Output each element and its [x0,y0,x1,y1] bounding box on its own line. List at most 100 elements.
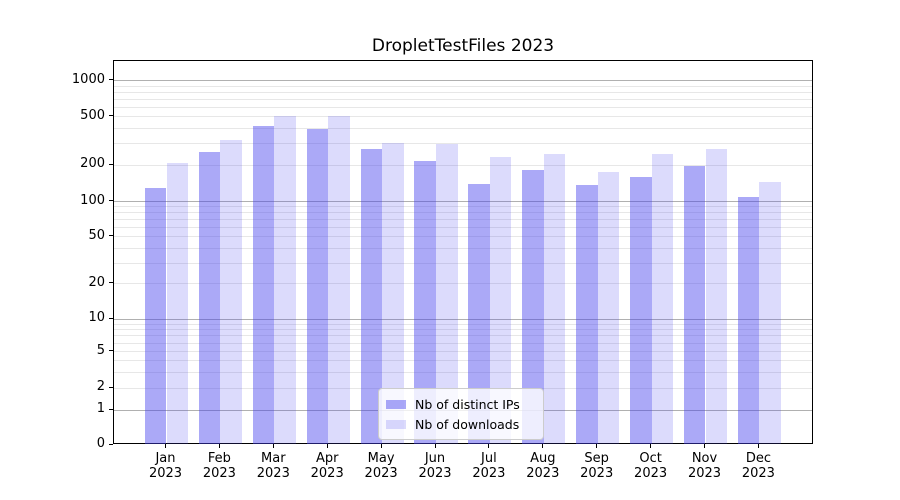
minor-gridline [114,212,812,214]
x-tick-year: 2023 [580,466,614,481]
bar-distinct-ips [306,128,329,444]
x-tick-label: Nov 2023 [675,451,735,481]
x-tick-month: Jul [481,451,497,466]
x-tick-label: Jun 2023 [405,451,465,481]
minor-gridline [114,116,812,118]
major-gridline [114,201,812,202]
bar-distinct-ips [252,126,275,444]
minor-gridline [114,262,812,264]
x-tick-mark [272,444,274,448]
y-tick-label: 5 [96,342,105,358]
plot-area [113,60,813,444]
legend-label: Nb of downloads [415,416,520,432]
y-tick-mark [109,200,113,201]
bar-downloads [274,116,296,444]
bar-downloads [436,143,458,444]
y-tick-label: 20 [88,274,105,290]
minor-gridline [114,106,812,108]
x-tick-month: Aug [530,451,556,466]
y-tick-label: 0 [96,436,105,452]
minor-gridline [114,342,812,344]
x-tick-year: 2023 [418,466,452,481]
bar-distinct-ips [522,169,544,444]
minor-gridline [114,236,812,238]
y-tick-label: 50 [88,227,105,243]
bar-distinct-ips [737,197,760,444]
bar-downloads [166,162,189,444]
x-tick-month: Oct [639,451,662,466]
legend: Nb of distinct IPs Nb of downloads [378,388,544,440]
y-tick-label: 1000 [71,71,105,87]
x-tick-month: Mar [261,451,286,466]
legend-swatch [386,399,406,409]
bar-distinct-ips [683,165,706,444]
y-tick-mark [109,235,113,237]
bar-downloads [220,139,242,444]
legend-item: Nb of distinct IPs [386,394,534,414]
y-tick-label: 100 [80,192,105,208]
legend-item: Nb of downloads [386,414,534,434]
x-tick-label: Jan 2023 [136,451,196,481]
y-tick-label: 10 [88,310,105,326]
x-tick-label: Sep 2023 [567,451,627,481]
x-tick-month: May [367,451,395,466]
bar-distinct-ips [144,187,167,444]
y-tick-label: 2 [96,379,105,395]
minor-gridline [114,323,812,325]
legend-label: Nb of distinct IPs [415,396,520,412]
bar-downloads [328,115,350,444]
minor-gridline [114,329,812,331]
minor-gridline [114,85,812,87]
x-tick-mark [704,444,705,448]
y-tick-mark [109,115,113,117]
major-gridline [114,318,812,320]
x-tick-month: Apr [315,451,339,466]
bar-distinct-ips [414,161,436,444]
bar-downloads [759,181,781,444]
x-tick-label: Feb 2023 [189,451,249,481]
minor-gridline [114,247,812,249]
y-tick-mark [109,386,113,388]
y-tick-mark [109,443,113,445]
bar-distinct-ips [468,183,490,444]
x-tick-year: 2023 [687,466,722,481]
x-tick-year: 2023 [634,466,668,481]
x-tick-mark [434,444,436,448]
y-tick-label: 500 [80,107,105,123]
x-tick-year: 2023 [364,466,398,481]
minor-gridline [114,91,812,93]
bar-downloads [705,149,728,444]
minor-gridline [114,283,812,285]
bar-downloads [543,154,566,444]
x-tick-mark [380,444,382,448]
x-tick-month: Nov [691,451,718,466]
minor-gridline [114,351,812,353]
minor-gridline [114,360,812,362]
y-tick-mark [109,350,113,352]
x-tick-label: Oct 2023 [621,451,681,481]
x-tick-mark [596,444,598,448]
x-tick-month: Jan [155,451,176,466]
minor-gridline [114,227,812,229]
x-tick-mark [650,444,652,448]
x-tick-label: Aug 2023 [513,451,573,481]
x-tick-mark [542,444,544,448]
x-tick-label: Jul 2023 [459,451,519,481]
minor-gridline [114,206,812,208]
minor-gridline [114,219,812,221]
x-tick-month: Feb [207,451,231,466]
y-tick-mark [109,282,113,284]
minor-gridline [114,128,812,130]
x-tick-year: 2023 [526,466,560,481]
x-tick-month: Jun [424,451,446,466]
bar-downloads [382,143,404,444]
bar-distinct-ips [198,152,221,444]
minor-gridline [114,335,812,337]
y-tick-mark [109,79,113,80]
x-tick-mark [757,444,759,448]
x-tick-label: Mar 2023 [243,451,303,481]
bar-distinct-ips [630,177,652,444]
x-tick-year: 2023 [202,466,236,481]
x-tick-year: 2023 [310,466,344,481]
